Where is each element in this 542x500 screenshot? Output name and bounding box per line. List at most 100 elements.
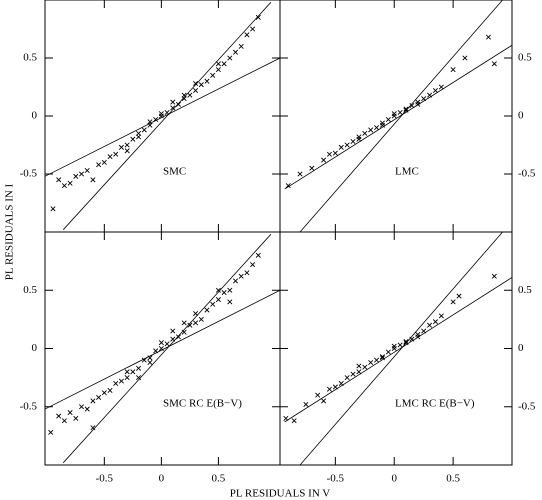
fit-line [62, 2, 272, 230]
point [250, 262, 256, 268]
panel-frame [44, 231, 281, 466]
point [321, 157, 327, 163]
x-axis-label: PL RESIDUALS IN V [230, 488, 331, 500]
point [193, 81, 199, 87]
point [244, 32, 250, 38]
point [198, 82, 204, 88]
x-tick-label: -0.5 [327, 473, 345, 485]
point [403, 106, 409, 112]
point [84, 406, 90, 412]
point [113, 151, 119, 157]
x-tick-label: 0.5 [212, 473, 226, 485]
y-tick-label: -0.5 [20, 168, 38, 180]
y-tick-label: 0.5 [23, 284, 37, 296]
point [113, 380, 119, 386]
point [158, 345, 164, 352]
point [107, 154, 113, 160]
y-tick-label: -0.5 [20, 400, 38, 412]
point [175, 334, 181, 340]
point [350, 371, 356, 377]
point [90, 177, 96, 183]
point [215, 61, 221, 67]
point [187, 92, 193, 98]
point [61, 183, 67, 189]
point [391, 343, 397, 349]
point [397, 342, 403, 348]
point [385, 116, 391, 122]
point [141, 357, 147, 363]
point [397, 110, 403, 116]
point [368, 359, 374, 365]
point [244, 270, 250, 276]
point [198, 316, 204, 322]
x-tick-label: 0.5 [446, 473, 460, 485]
point [215, 67, 221, 73]
point [250, 26, 256, 32]
fit-line [299, 0, 503, 233]
point [491, 273, 497, 279]
point [285, 183, 291, 189]
y-tick-label: 0 [32, 342, 38, 354]
point [379, 354, 385, 360]
panel-frame [44, 0, 281, 233]
point [255, 14, 261, 20]
point [297, 171, 303, 177]
point [227, 55, 233, 61]
point [491, 61, 497, 67]
point [67, 410, 73, 416]
point [427, 322, 433, 328]
point [124, 375, 130, 381]
point [238, 273, 244, 279]
point [238, 43, 244, 49]
point [456, 293, 462, 299]
point [432, 87, 438, 93]
point [356, 136, 362, 142]
point [124, 148, 130, 154]
panel-label: SMC [163, 166, 186, 178]
point [181, 92, 187, 98]
point [187, 322, 193, 328]
point [450, 67, 456, 73]
point [485, 34, 491, 40]
point [309, 165, 315, 171]
point [403, 338, 409, 345]
point [462, 55, 468, 61]
panel-label: LMC RC E(B−V) [395, 398, 475, 410]
point [315, 392, 321, 398]
panel-label: SMC RC E(B−V) [163, 398, 242, 410]
y-tick-label: -0.5 [518, 168, 536, 180]
y-tick-label: 0.5 [23, 52, 37, 64]
point [141, 127, 147, 133]
fit-line [299, 231, 503, 466]
point [158, 340, 164, 346]
point [409, 103, 415, 109]
point [181, 320, 187, 326]
point [374, 357, 380, 363]
fit-line [44, 289, 281, 410]
point [391, 345, 397, 352]
point [136, 134, 142, 140]
point [210, 301, 216, 307]
point [350, 139, 356, 145]
y-tick-label: 0.5 [518, 284, 532, 296]
point [303, 401, 309, 407]
point [118, 144, 124, 150]
point [170, 105, 176, 111]
point [356, 134, 362, 140]
point [78, 404, 85, 410]
point [450, 299, 456, 305]
point [204, 78, 210, 84]
point [158, 111, 164, 117]
point [124, 369, 130, 375]
point [90, 398, 96, 404]
y-axis-label: PL RESIDUALS IN I [4, 183, 16, 280]
point [48, 429, 54, 435]
fit-line [62, 234, 272, 463]
point [344, 375, 350, 381]
y-tick-label: -0.5 [518, 400, 536, 412]
point [432, 319, 438, 325]
panel-label: LMC [395, 166, 419, 178]
point [170, 328, 176, 334]
